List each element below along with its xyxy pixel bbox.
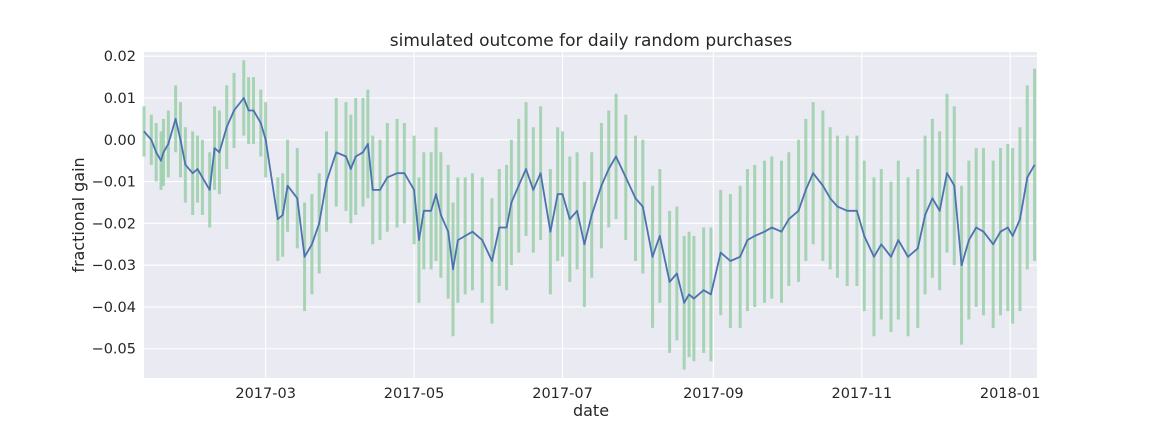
x-axis-label: date bbox=[573, 401, 609, 420]
y-tick-label: 0.02 bbox=[104, 49, 136, 65]
x-tick-label: 2018-01 bbox=[980, 386, 1041, 402]
x-tick-label: 2017-05 bbox=[384, 386, 445, 402]
y-axis-label: fractional gain bbox=[69, 157, 88, 272]
y-tick-label: −0.04 bbox=[92, 300, 136, 316]
y-tick-label: −0.03 bbox=[92, 258, 136, 274]
x-tick-label: 2017-09 bbox=[683, 386, 744, 402]
x-tick-label: 2017-07 bbox=[532, 386, 593, 402]
y-tick-label: −0.05 bbox=[92, 342, 136, 358]
x-tick-labels: 2017-03 2017-05 2017-07 2017-09 2017-11 2018-… bbox=[235, 386, 1040, 402]
y-tick-label: −0.02 bbox=[92, 216, 136, 232]
series-line bbox=[143, 97, 1036, 304]
y-tick-label: 0.01 bbox=[104, 91, 136, 107]
x-tick-label: 2017-11 bbox=[832, 386, 893, 402]
x-tick-label: 2017-03 bbox=[235, 386, 296, 402]
y-tick-label: −0.01 bbox=[92, 175, 136, 191]
y-tick-label: 0.00 bbox=[104, 133, 136, 149]
chart-title: simulated outcome for daily random purch… bbox=[390, 31, 793, 51]
y-tick-labels: 0.02 0.01 0.00 −0.01 −0.02 −0.03 −0.04 −0.05 bbox=[92, 49, 136, 358]
